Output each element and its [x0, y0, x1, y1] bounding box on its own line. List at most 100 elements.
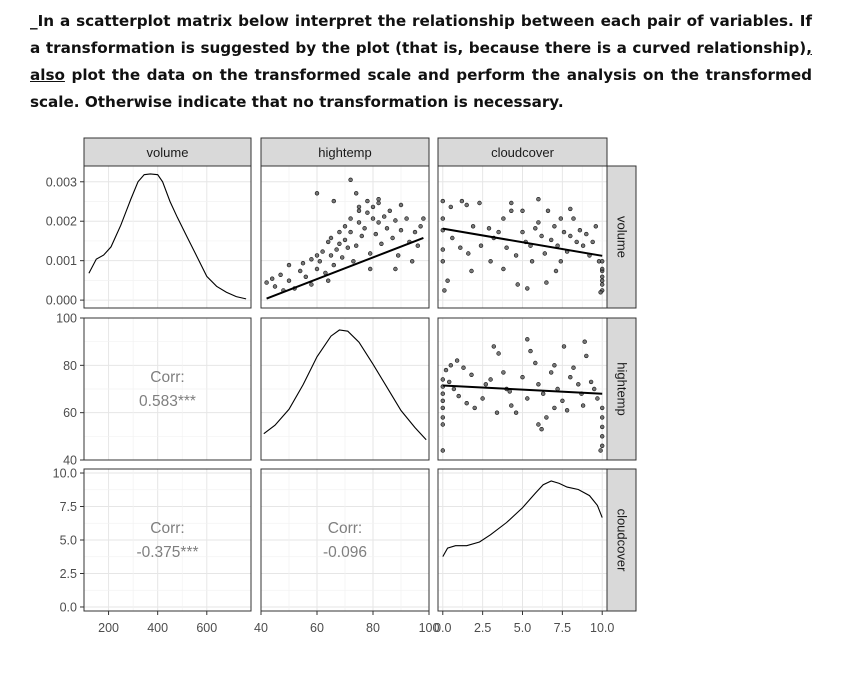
- scatter-point: [300, 261, 306, 266]
- density-curve-volume: [88, 173, 247, 300]
- scatter-point: [448, 204, 453, 210]
- scatter-point: [509, 200, 514, 206]
- scatter-point: [515, 282, 520, 287]
- x-tick-label: 400: [147, 621, 168, 635]
- scatter-point: [373, 231, 378, 237]
- scatter-point: [599, 266, 605, 272]
- scatter-point: [574, 239, 579, 245]
- scatter-point: [317, 259, 322, 264]
- scatter-point: [359, 233, 364, 239]
- scatter-point: [379, 241, 384, 247]
- scatter-point: [598, 290, 603, 295]
- question-part-1: _In a scatterplot matrix below interpret…: [30, 12, 812, 57]
- scatter-volume-vs-hightemp: [264, 177, 426, 293]
- scatter-point: [298, 268, 303, 274]
- scatter-point: [326, 278, 331, 283]
- scatter-point: [440, 216, 445, 221]
- scatter-point: [328, 235, 334, 241]
- scatter-point: [599, 415, 605, 420]
- scatter-point: [599, 282, 605, 287]
- scatter-point: [480, 396, 485, 401]
- scatter-point: [286, 262, 292, 268]
- scatter-point: [278, 272, 283, 277]
- scatter-point: [542, 251, 547, 256]
- scatter-point: [599, 259, 605, 264]
- scatter-point: [599, 405, 605, 411]
- x-tick-label: 600: [196, 621, 217, 635]
- scatter-point: [593, 224, 598, 229]
- scatter-point: [445, 278, 450, 283]
- scatter-point: [396, 253, 401, 258]
- scatter-point: [571, 365, 576, 370]
- scatter-point: [488, 259, 493, 264]
- scatter-point: [501, 216, 506, 221]
- scatter-point: [390, 235, 395, 241]
- panel-hightemp-hightemp: [260, 317, 430, 461]
- row-strip-hightemp: [606, 317, 637, 461]
- y-tick-label: 2.5: [60, 567, 77, 581]
- scatter-point: [520, 375, 525, 380]
- scatter-point: [469, 268, 474, 274]
- scatter-point: [599, 434, 605, 439]
- scatter-point: [478, 243, 484, 248]
- fit-line-hightemp-cloudcover: [442, 384, 603, 395]
- x-tick-label: 2.5: [474, 621, 491, 635]
- scatter-point: [483, 382, 488, 387]
- scatter-point: [552, 363, 557, 368]
- scatter-point: [472, 405, 477, 411]
- scatter-point: [356, 220, 362, 225]
- panel-cloudcover-cloudcover: [437, 468, 608, 612]
- scatter-point: [326, 239, 331, 245]
- x-tick-label: 0.0: [434, 621, 451, 635]
- scatter-point: [584, 231, 589, 237]
- panel-hightemp-volume: [83, 317, 252, 461]
- corr-value: 0.583***: [139, 393, 196, 410]
- scatter-point: [539, 233, 544, 239]
- column-strip-label-volume: volume: [147, 145, 189, 160]
- scatter-point: [494, 410, 500, 415]
- scatter-point: [448, 363, 453, 368]
- scatter-hightemp-vs-cloudcover: [440, 337, 605, 453]
- scatter-point: [496, 229, 501, 235]
- scatter-point: [513, 410, 519, 415]
- scatter-point: [486, 226, 492, 231]
- scatter-point: [598, 448, 603, 453]
- scatter-point: [450, 235, 455, 241]
- column-strip-hightemp: [260, 137, 430, 167]
- scatter-point: [525, 286, 530, 291]
- scatter-point: [340, 255, 345, 260]
- scatter-point: [588, 379, 594, 385]
- scatter-point: [470, 224, 476, 229]
- scatter-point: [356, 204, 362, 210]
- question-part-2: plot the data on the transformed scale a…: [30, 66, 812, 111]
- scatter-point: [440, 198, 445, 204]
- scatter-point: [342, 224, 348, 229]
- question-text: _In a scatterplot matrix below interpret…: [30, 8, 812, 116]
- scatter-point: [599, 278, 605, 283]
- scatter-point: [501, 370, 506, 375]
- scatter-point: [552, 405, 557, 411]
- scatter-point: [533, 360, 538, 366]
- scatter-point: [558, 216, 563, 221]
- scatter-point: [348, 229, 353, 235]
- x-tick-label: 40: [254, 621, 268, 635]
- scatter-point: [331, 262, 336, 268]
- scatter-point: [555, 386, 560, 392]
- row-strip-label-hightemp: hightemp: [615, 362, 630, 415]
- panel-cloudcover-hightemp: [260, 468, 430, 612]
- scatter-point: [599, 424, 605, 430]
- corr-value: -0.375***: [136, 544, 198, 561]
- x-tick-label: 5.0: [514, 621, 531, 635]
- scatter-point: [348, 177, 353, 183]
- panel-border: [260, 165, 430, 309]
- scatter-point: [354, 191, 359, 196]
- scatter-point: [590, 239, 595, 245]
- scatter-point: [272, 284, 278, 289]
- panel-border: [83, 317, 252, 461]
- scatter-point: [440, 247, 445, 252]
- scatter-point: [264, 280, 269, 285]
- scatter-point: [536, 197, 541, 202]
- x-tick-label: 7.5: [554, 621, 571, 635]
- scatter-point: [456, 393, 461, 399]
- scatter-point: [558, 259, 563, 264]
